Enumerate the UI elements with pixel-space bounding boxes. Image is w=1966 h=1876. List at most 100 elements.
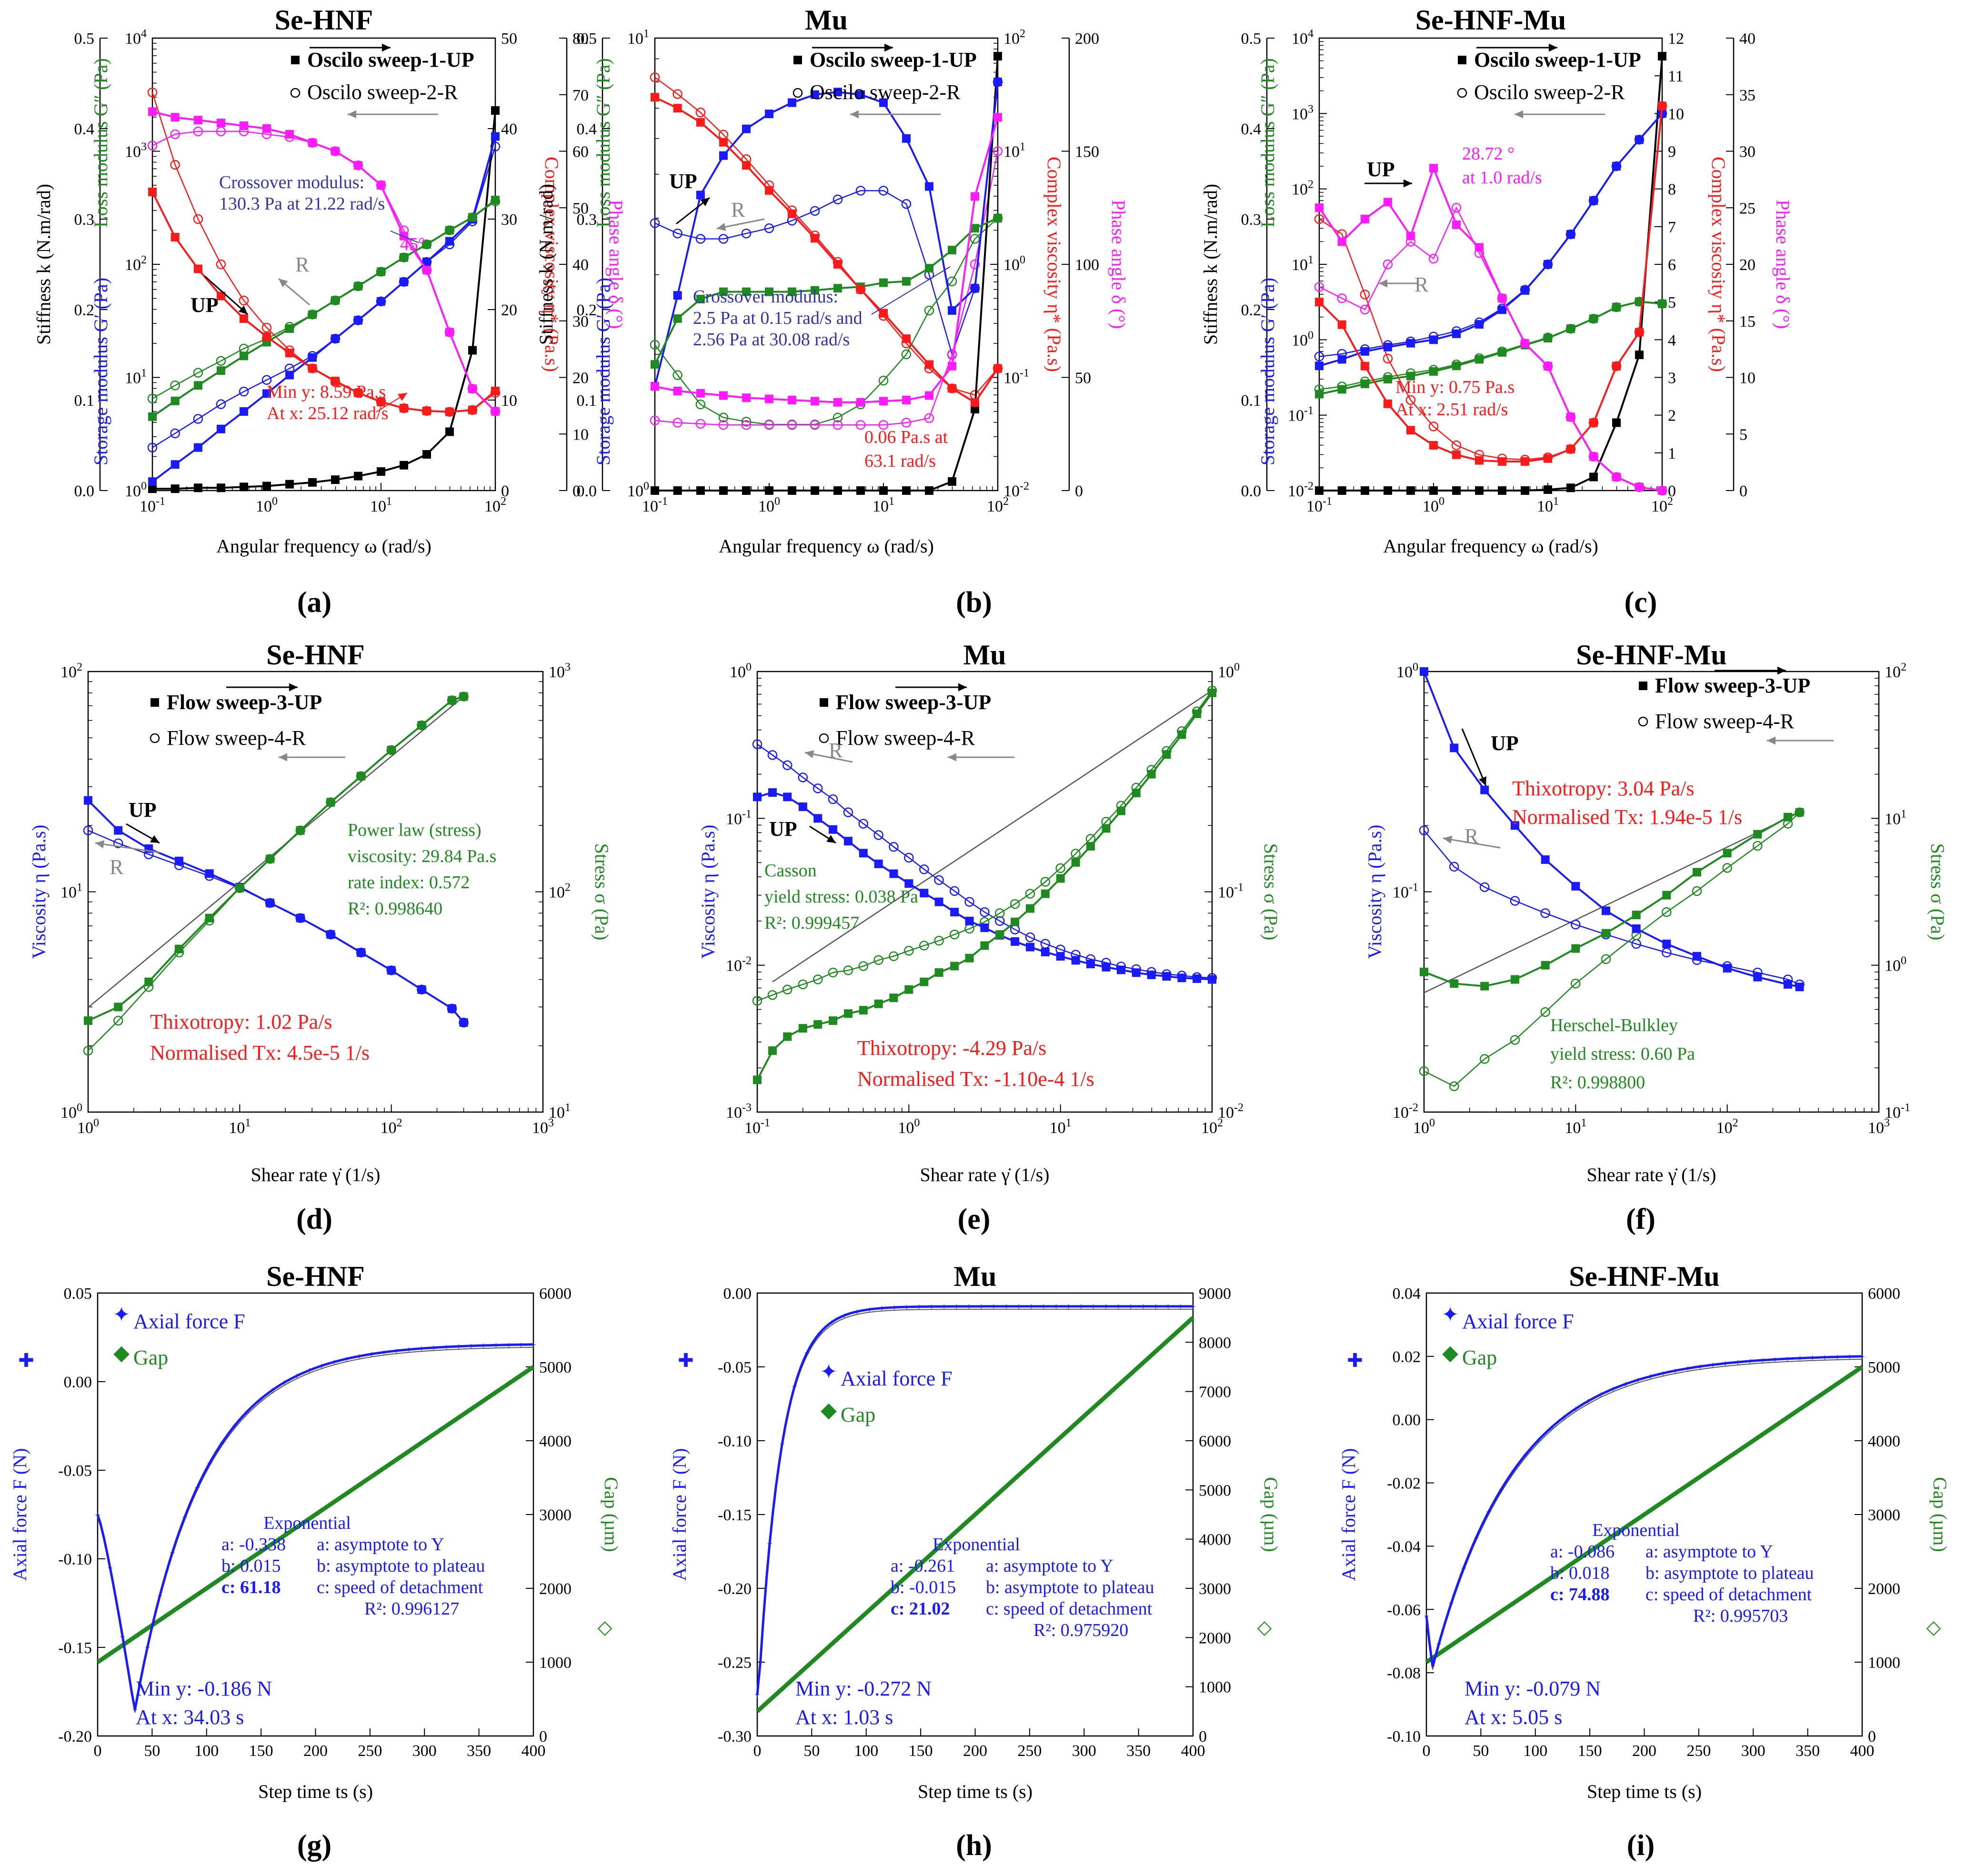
series-c-stiffness-k-line	[1319, 56, 1663, 492]
y-tick-right-g-6: 6000	[539, 1285, 572, 1303]
series-b--r-point-8	[833, 420, 843, 430]
y-tick-right-h-1: 1000	[1199, 1679, 1231, 1696]
series-b-stiffness-k-point-1	[673, 486, 682, 495]
x-tick-e-0: 100	[898, 1117, 920, 1137]
series-e-stress-up-point-22	[1086, 842, 1095, 851]
series-b-g-up-point-10	[879, 278, 888, 287]
series-e-viscosity-r-point-2	[782, 760, 792, 771]
force-point-h-28: +	[842, 1311, 847, 1321]
y-tick-left-b-k-4: 0.4	[577, 120, 597, 138]
force-point-i-0: +	[1424, 1611, 1429, 1622]
series-b-g-up-point-15	[993, 214, 1002, 223]
series-d-stress-up-point-6	[266, 854, 275, 863]
annotation-crossover-1-b: Crossover modulus:	[693, 287, 838, 307]
series-e-stress-r-point-4	[812, 974, 823, 984]
legend-marker-up-b	[793, 56, 802, 64]
x-tick-a-1: 101	[370, 495, 392, 515]
annotation-r-e: R	[829, 739, 843, 762]
legend-arrow-up-c	[1476, 43, 1557, 52]
series-e-stress-up-point-19	[1041, 889, 1050, 898]
series-e-viscosity-up-point-0	[753, 793, 762, 802]
series-a-g-up-point-12	[422, 240, 431, 249]
legend-arrow-up-a	[310, 43, 391, 52]
y-tick-left-c-k-5: 0.5	[1241, 30, 1262, 48]
series-f-stress-up-point-13	[1795, 808, 1804, 817]
series-e-stress-r-point-10	[904, 946, 914, 956]
series-b-g-r-point-14	[970, 234, 980, 244]
y-tick-left-g-4: 0.00	[64, 1374, 92, 1391]
y-tick-right-c-v-2: 2	[1668, 407, 1676, 425]
series-a--up-point-15	[491, 387, 500, 395]
series-a--up-point-13	[445, 407, 454, 416]
y-tick-left-e--1: 10-1	[726, 808, 752, 828]
series-e-stress-r-point-7	[858, 961, 869, 971]
legend-marker-r-f	[1638, 716, 1648, 727]
legend-r-d: Flow sweep-4-R	[167, 726, 306, 750]
force-point-i-24: +	[1498, 1485, 1504, 1495]
force-point-g-36: +	[207, 1458, 212, 1469]
series-d-viscosity-up-point-11	[417, 985, 426, 994]
series-c--r-point-0	[1314, 214, 1324, 224]
series-a--up-point-3	[216, 291, 225, 301]
series-a-g-up-point-10	[377, 297, 385, 306]
series-f-viscosity-r-point-1	[1449, 862, 1459, 872]
series-a--up-point-11	[400, 404, 409, 413]
y-tick-left-c-g-4: 104	[1292, 28, 1314, 48]
series-b-g-r-point-0	[650, 340, 660, 350]
series-a-g-up-point-13	[445, 237, 454, 246]
series-b--up-point-15	[993, 364, 1002, 373]
annotation-thix-1-e: Thixotropy: -4.29 Pa/s	[857, 1036, 1046, 1060]
series-c--up-point-12	[1589, 418, 1598, 427]
series-b--up-point-2	[696, 118, 705, 127]
series-b--up-point-12	[925, 391, 934, 400]
y-tick-right-e--1: 10-1	[1218, 882, 1244, 902]
series-a-g-up-point-5	[262, 389, 271, 398]
y-tick-left-c-g-2: 102	[1292, 179, 1314, 199]
series-c-g-up-point-1	[1337, 355, 1346, 364]
series-b-g-up-point-14	[971, 284, 980, 293]
force-point-h-120: +	[1128, 1302, 1133, 1312]
y-tick-right-h-2: 2000	[1199, 1629, 1231, 1647]
annotation-crossover-2-b: 2.5 Pa at 0.15 rad/s and	[693, 308, 863, 328]
series-b-g-r-point-10	[878, 375, 889, 386]
y-tick-right-a-p-8: 80	[572, 30, 589, 48]
series-c-stiffness-k-point-14	[1635, 351, 1644, 359]
series-b--up-point-15	[993, 113, 1002, 122]
y-axis-label-right-f: Stress σ (Pa)	[1927, 843, 1948, 941]
series-e-viscosity-up-point-6	[843, 837, 853, 846]
series-e-viscosity-r-point-13	[949, 886, 960, 896]
panel-letter-d: (d)	[296, 1203, 332, 1235]
series-c-stiffness-k-point-1	[1337, 486, 1346, 495]
x-tick-h-1: 50	[803, 1742, 820, 1760]
annotation-r-f: R	[1464, 824, 1479, 848]
series-c-g-up-point-6	[1452, 361, 1461, 371]
series-a-g-up-point-8	[331, 334, 340, 343]
series-a-g-up-point-0	[148, 412, 157, 421]
y-axis-label-phase-a: Phase angle δ (°)	[605, 200, 627, 329]
series-a-g-up-line	[151, 199, 496, 418]
x-tick-f-1: 101	[1565, 1117, 1586, 1137]
series-a-stiffness-k-point-7	[308, 478, 317, 487]
series-f-viscosity-up-point-0	[1420, 667, 1428, 676]
series-e-viscosity-r-point-8	[873, 830, 883, 840]
y-tick-left-f--1: 10-1	[1393, 882, 1418, 902]
series-c--up-point-2	[1360, 215, 1369, 223]
series-e-viscosity-r-point-15	[980, 907, 990, 917]
y-tick-right-a-p-5: 50	[572, 200, 589, 217]
series-d-stress-up-point-5	[235, 883, 244, 893]
series-b-g-r-point-5	[764, 223, 774, 233]
series-b--up-point-3	[719, 138, 728, 147]
y-tick-right-b-p-3: 150	[1075, 143, 1099, 161]
series-f-stress-up-point-12	[1784, 813, 1793, 822]
x-tick-i-1: 50	[1473, 1742, 1489, 1760]
annotation-min-2-c: At x: 2.51 rad/s	[1395, 400, 1508, 420]
series-c--up-point-14	[1635, 482, 1644, 492]
series-b-g-up-point-10	[879, 98, 888, 107]
series-c--r-point-0	[1314, 282, 1324, 292]
series-b-g-up-point-9	[856, 90, 865, 99]
y-tick-right-h-3: 3000	[1199, 1580, 1231, 1598]
series-f-stress-up-point-9	[1693, 868, 1702, 877]
series-d-viscosity-up-point-0	[84, 796, 92, 805]
annotation-a-i: a: -0.086	[1550, 1542, 1615, 1562]
series-b-stiffness-k-point-11	[902, 486, 911, 495]
